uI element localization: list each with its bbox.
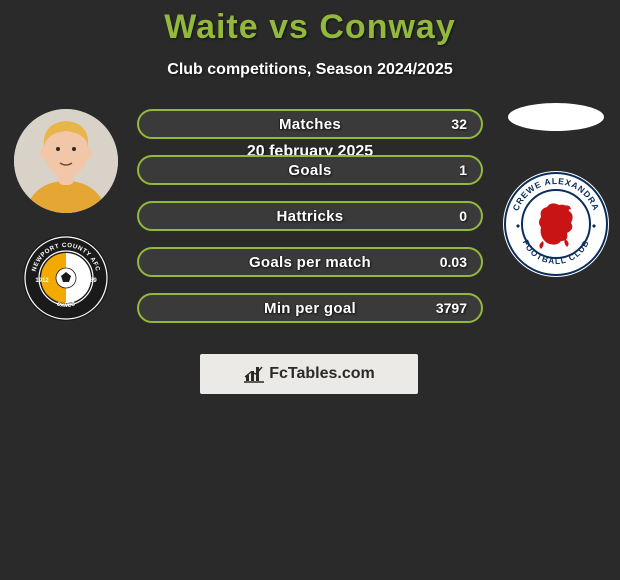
stat-label: Goals per match [249, 254, 371, 271]
player-right-column: CREWE ALEXANDRA FOOTBALL CLUB [496, 103, 616, 277]
player-left-photo-svg [14, 109, 118, 213]
stat-row-goals-per-match: Goals per match 0.03 [137, 247, 483, 277]
stat-row-goals: Goals 1 [137, 155, 483, 185]
player-right-club-badge: CREWE ALEXANDRA FOOTBALL CLUB [503, 171, 609, 277]
svg-text:1912: 1912 [35, 278, 49, 284]
stat-value-right: 1 [459, 162, 467, 178]
svg-text:1989: 1989 [83, 278, 97, 284]
crewe-badge-svg: CREWE ALEXANDRA FOOTBALL CLUB [503, 171, 609, 277]
stat-value-right: 0 [459, 208, 467, 224]
stat-label: Hattricks [277, 208, 344, 225]
player-left-club-badge: NEWPORT COUNTY AFC exiles 1912 1989 [23, 235, 109, 321]
stats-column: Matches 32 Goals 1 Hattricks 0 Goals per… [137, 109, 483, 339]
stat-row-matches: Matches 32 [137, 109, 483, 139]
stat-row-min-per-goal: Min per goal 3797 [137, 293, 483, 323]
stat-label: Goals [288, 162, 331, 179]
comparison-card: Waite vs Conway Club competitions, Seaso… [0, 0, 620, 580]
player-left-column: NEWPORT COUNTY AFC exiles 1912 1989 [6, 109, 126, 321]
player-right-photo-placeholder [508, 103, 604, 131]
page-title: Waite vs Conway [0, 0, 620, 47]
newport-badge-svg: NEWPORT COUNTY AFC exiles 1912 1989 [23, 235, 109, 321]
watermark-box: FcTables.com [200, 354, 418, 394]
stat-label: Min per goal [264, 300, 356, 317]
stat-label: Matches [279, 116, 341, 133]
stat-row-hattricks: Hattricks 0 [137, 201, 483, 231]
watermark-label: FcTables.com [269, 365, 375, 383]
page-subtitle: Club competitions, Season 2024/2025 [0, 61, 620, 79]
stat-value-right: 0.03 [440, 254, 467, 270]
stat-value-right: 3797 [436, 300, 467, 316]
player-left-photo [14, 109, 118, 213]
stat-value-right: 32 [451, 116, 467, 132]
watermark-text: FcTables.com [243, 365, 375, 383]
bar-chart-icon [243, 365, 265, 383]
